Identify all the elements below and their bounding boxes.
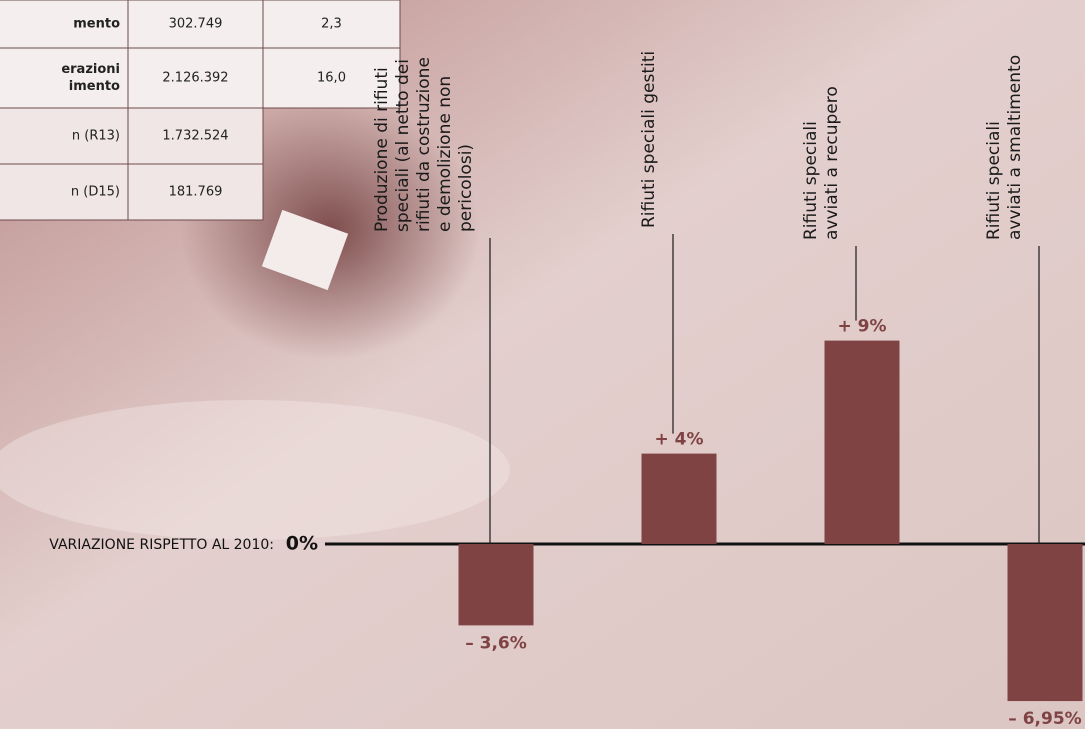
table-text: 2.126.392 — [162, 71, 228, 86]
table-cell — [0, 107, 129, 165]
table-text: erazioni — [61, 62, 120, 77]
value-label: + 4% — [654, 430, 703, 450]
table: mento 302.749 2,3 erazioni imento 2.126.392 16… — [0, 0, 401, 221]
table-text: 16,0 — [317, 71, 346, 86]
table-text: 1.732.524 — [162, 129, 228, 144]
table-cell — [127, 107, 264, 165]
value-label: – 6,95% — [1008, 709, 1081, 729]
category-label: Rifiuti speciali — [984, 121, 1004, 240]
table-cell — [127, 0, 264, 49]
chart: 0% VARIAZIONE RISPETTO AL 2010: Produzione… — [49, 51, 1085, 729]
table-text: mento — [73, 17, 120, 32]
table-cell — [262, 0, 401, 49]
category-label: Produzione di rifiuti — [372, 67, 392, 232]
table-cell — [0, 47, 129, 109]
background-photo — [261, 209, 349, 291]
table-cell — [262, 47, 401, 109]
table-text: 2,3 — [321, 17, 342, 32]
table-text: 302.749 — [169, 17, 223, 32]
y-tick-label: 0% — [286, 533, 318, 555]
category-label: avviati a recupero — [822, 86, 842, 240]
table-cell — [0, 163, 129, 221]
baseline-label: VARIAZIONE RISPETTO AL 2010: — [49, 537, 274, 553]
value-label: – 3,6% — [465, 633, 527, 653]
table-cell — [127, 163, 264, 221]
category-label: Rifiuti speciali — [801, 121, 821, 240]
bar — [1007, 544, 1083, 702]
table-text: n (R13) — [72, 129, 120, 144]
table-text: 181.769 — [169, 185, 223, 200]
category-label: Rifiuti speciali gestiti — [639, 51, 659, 228]
category-label: speciali (al netto dei — [393, 59, 413, 232]
table-text: n (D15) — [71, 185, 120, 200]
value-label: + 9% — [837, 317, 886, 337]
table-cell — [127, 47, 264, 109]
background-photo — [0, 400, 510, 540]
table-text: imento — [69, 79, 120, 94]
bar — [824, 340, 900, 544]
category-label: avviati a smaltimento — [1005, 55, 1025, 240]
bar — [641, 453, 717, 544]
category-label: pericolosi) — [456, 144, 476, 232]
category-label: rifiuti da costruzione — [414, 57, 434, 232]
category-label: e demolizione non — [435, 76, 455, 232]
bar — [458, 544, 534, 626]
